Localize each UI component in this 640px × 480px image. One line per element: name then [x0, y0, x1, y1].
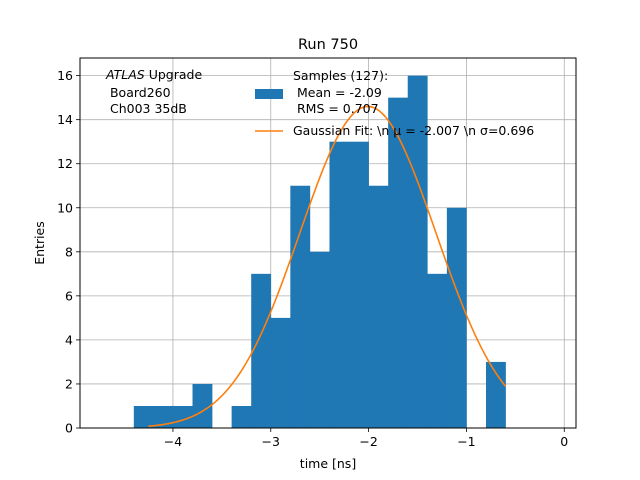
y-tick-label: 10 — [57, 200, 73, 215]
y-tick-label: 2 — [65, 376, 73, 391]
legend-samples-line-1: Samples (127): — [293, 68, 388, 83]
fit-curve — [148, 105, 507, 428]
histogram-bar — [172, 405, 193, 428]
atlas-annotation: ATLAS Upgrade Board260 Ch003 35dB — [105, 67, 202, 116]
x-axis-label: time [ns] — [300, 456, 356, 471]
plot-frame — [79, 57, 577, 429]
histogram-bar — [251, 273, 272, 428]
histogram-bar — [485, 361, 506, 428]
histogram-bar — [329, 141, 350, 428]
annotation-line-3: Ch003 35dB — [106, 101, 187, 116]
histogram-bar — [368, 185, 389, 428]
annotation-atlas: ATLAS — [105, 67, 145, 82]
histogram-bars — [133, 75, 506, 429]
y-axis-ticks: 0 2 4 6 8 10 12 14 16 — [57, 68, 80, 436]
x-axis-ticks: −4 −3 −2 −1 0 — [164, 428, 568, 449]
chart-title: Run 750 — [298, 37, 358, 53]
y-tick-label: 14 — [57, 112, 73, 127]
histogram-bar — [407, 75, 428, 428]
legend-fit-label: Gaussian Fit: \n μ = -2.007 \n σ=0.696 — [293, 123, 534, 138]
histogram-bar — [231, 405, 252, 428]
histogram-bar — [446, 207, 467, 428]
histogram-bar — [290, 185, 311, 428]
legend: Samples (127): Mean = -2.09 RMS = 0.707 … — [255, 68, 534, 138]
histogram-bar — [133, 405, 154, 428]
y-axis-label: Entries — [32, 221, 47, 265]
histogram-bar — [427, 273, 448, 428]
histogram-bar — [192, 383, 213, 428]
x-tick-label: −4 — [164, 434, 182, 449]
legend-histogram-swatch — [255, 89, 283, 99]
histogram-bar — [388, 97, 409, 429]
x-tick-label: −3 — [262, 434, 280, 449]
histogram-bar — [349, 141, 369, 428]
y-tick-label: 6 — [65, 288, 73, 303]
annotation-line-2: Board260 — [106, 85, 171, 100]
legend-samples-line-2: Mean = -2.09 — [293, 85, 382, 100]
y-tick-label: 12 — [57, 156, 73, 171]
y-tick-label: 4 — [65, 332, 73, 347]
x-tick-label: −2 — [359, 434, 377, 449]
x-tick-label: 0 — [560, 434, 568, 449]
y-tick-label: 8 — [65, 244, 73, 259]
legend-samples-line-3: RMS = 0.707 — [293, 101, 379, 116]
gaussian-fit — [148, 105, 507, 428]
histogram-bar — [153, 405, 174, 428]
annotation-upgrade: Upgrade — [145, 67, 203, 82]
histogram-bar — [270, 317, 291, 428]
x-tick-label: −1 — [457, 434, 475, 449]
y-tick-label: 0 — [65, 421, 73, 436]
annotation-line-1: ATLAS Upgrade — [105, 67, 202, 82]
y-tick-label: 16 — [57, 68, 73, 83]
histogram-bar — [309, 251, 330, 428]
